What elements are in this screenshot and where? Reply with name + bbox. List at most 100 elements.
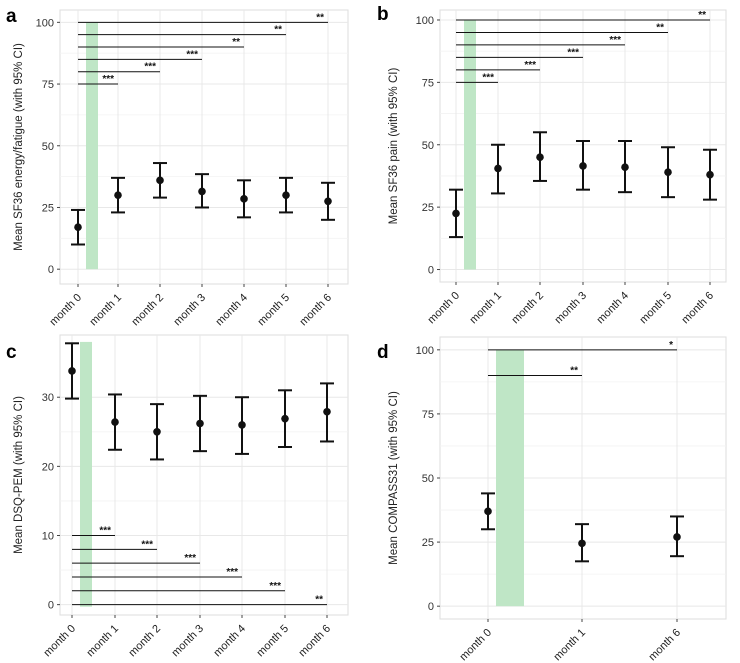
x-tick-label: month 2 [127, 623, 164, 660]
y-tick-label: 50 [422, 473, 434, 485]
x-tick-label: month 2 [130, 292, 167, 329]
mean-point [536, 153, 544, 162]
significance-label: *** [102, 74, 114, 85]
x-tick-label: month 2 [510, 290, 547, 327]
panel-letter: b [377, 4, 389, 25]
x-tick-label: month 0 [458, 627, 495, 663]
x-tick-label: month 3 [553, 290, 590, 327]
significance-label: *** [99, 525, 111, 536]
significance-label: *** [184, 553, 196, 564]
panel-border [59, 9, 349, 285]
significance-label: * [669, 340, 673, 351]
significance-label: *** [186, 49, 198, 60]
x-tick-label: month 3 [170, 623, 207, 660]
y-tick-label: 75 [422, 409, 434, 421]
y-tick-label: 0 [48, 600, 54, 612]
y-tick-label: 25 [422, 537, 434, 549]
y-tick-label: 25 [42, 202, 54, 214]
significance-label: *** [567, 47, 579, 58]
significance-label: ** [570, 365, 578, 376]
mean-point [196, 419, 204, 428]
mean-point [579, 162, 587, 170]
y-tick-label: 0 [428, 265, 434, 277]
y-axis-label: Mean SF36 energy/fatigue (with 95% CI) [13, 43, 25, 251]
y-tick-label: 100 [36, 17, 54, 29]
y-tick-label: 75 [422, 77, 434, 89]
x-tick-label: month 1 [468, 290, 505, 327]
mean-point [282, 191, 290, 199]
x-tick-label: month 5 [256, 292, 293, 329]
mean-point [323, 407, 331, 416]
mean-point [494, 164, 502, 173]
x-tick-label: month 1 [552, 627, 589, 663]
mean-point [673, 533, 681, 541]
significance-label: *** [609, 35, 621, 46]
mean-point [324, 197, 332, 206]
panel-letter: a [6, 6, 17, 27]
mean-point [156, 176, 164, 185]
x-tick-label: month 4 [212, 623, 249, 660]
panel-letter: c [6, 342, 17, 363]
significance-label: *** [144, 62, 156, 73]
y-tick-label: 0 [48, 264, 54, 276]
y-tick-label: 30 [42, 392, 54, 404]
x-tick-label: month 3 [172, 292, 209, 329]
intervention-band [80, 341, 92, 607]
mean-point [281, 414, 289, 423]
x-tick-label: month 0 [48, 292, 85, 329]
significance-label: *** [482, 72, 494, 83]
y-tick-label: 20 [42, 461, 54, 473]
x-tick-label: month 5 [255, 623, 292, 660]
x-tick-label: month 1 [88, 292, 125, 329]
mean-point [484, 507, 492, 516]
significance-label: ** [698, 10, 706, 21]
y-tick-label: 100 [416, 15, 434, 27]
mean-point [198, 187, 206, 196]
x-tick-label: month 0 [42, 623, 79, 660]
mean-point [706, 170, 714, 179]
mean-point [664, 168, 672, 177]
x-tick-label: month 6 [297, 623, 334, 660]
x-tick-label: month 4 [595, 290, 632, 327]
y-tick-label: 75 [42, 79, 54, 91]
mean-point [240, 195, 248, 203]
significance-label: ** [232, 37, 240, 48]
mean-point [114, 191, 122, 199]
significance-label: *** [141, 539, 153, 550]
mean-point [452, 209, 460, 218]
significance-label: *** [226, 567, 238, 578]
mean-point [153, 427, 161, 436]
y-axis-label: Mean COMPASS31 (with 95% CI) [388, 391, 400, 565]
significance-label: *** [269, 581, 281, 592]
x-tick-label: month 5 [638, 290, 675, 327]
x-tick-label: month 4 [214, 292, 251, 329]
mean-point [621, 163, 629, 172]
mean-point [74, 223, 82, 232]
significance-label: ** [656, 22, 664, 33]
x-tick-label: month 6 [680, 290, 717, 327]
x-tick-label: month 6 [647, 627, 684, 663]
y-tick-label: 0 [428, 601, 434, 613]
mean-point [68, 367, 76, 375]
y-tick-label: 25 [422, 202, 434, 214]
y-axis-label: Mean DSQ-PEM (with 95% CI) [13, 396, 25, 554]
mean-point [238, 421, 246, 429]
significance-label: *** [524, 60, 536, 71]
mean-point [578, 539, 586, 548]
y-tick-label: 50 [42, 141, 54, 153]
x-tick-label: month 1 [85, 623, 122, 660]
x-tick-label: month 6 [298, 292, 335, 329]
significance-label: ** [315, 595, 323, 606]
significance-label: ** [274, 25, 282, 36]
y-tick-label: 50 [422, 140, 434, 152]
panel-border [59, 334, 349, 616]
x-tick-label: month 0 [426, 290, 463, 327]
y-axis-label: Mean SF36 pain (with 95% CI) [388, 68, 400, 225]
significance-label: ** [316, 12, 324, 23]
y-tick-label: 10 [42, 530, 54, 542]
